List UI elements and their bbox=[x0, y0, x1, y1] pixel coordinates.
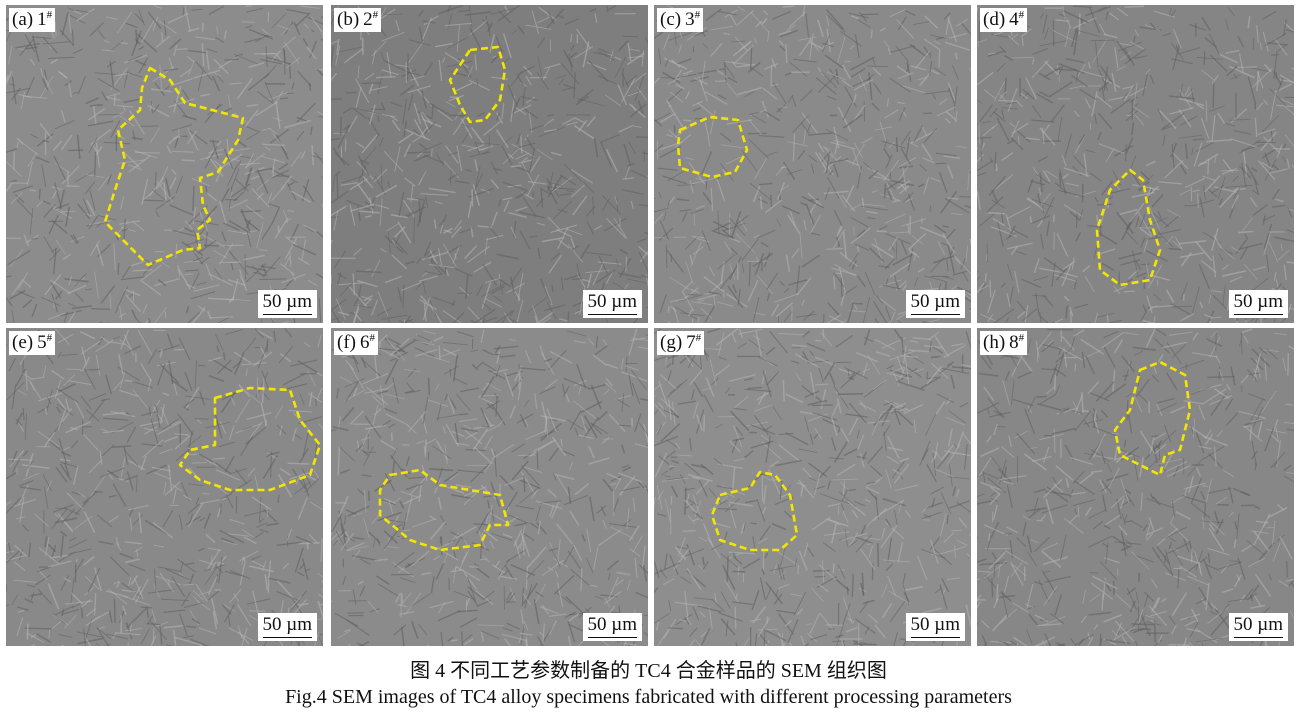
scale-bar: 50 µm bbox=[1228, 290, 1288, 318]
sample-number: 3 bbox=[685, 9, 695, 30]
scale-bar-line bbox=[910, 637, 960, 638]
sem-image-panel: (b) 2# 50 µm bbox=[331, 5, 648, 323]
scale-bar-line bbox=[1233, 314, 1283, 315]
grain-outline bbox=[178, 386, 322, 492]
grain-outline bbox=[103, 66, 245, 267]
microstructure-texture bbox=[977, 328, 1294, 646]
panel-label: (f) 6# bbox=[334, 331, 378, 355]
sample-mark: # bbox=[1018, 332, 1025, 344]
sample-mark: # bbox=[1018, 9, 1025, 21]
scale-bar-line bbox=[262, 637, 312, 638]
scale-bar-label: 50 µm bbox=[1233, 291, 1283, 312]
scale-bar-line bbox=[910, 314, 960, 315]
scale-bar: 50 µm bbox=[905, 613, 965, 641]
sample-mark: # bbox=[369, 332, 375, 344]
scale-bar: 50 µm bbox=[582, 290, 642, 318]
grain-outline bbox=[448, 45, 507, 124]
panel-letter: (d) bbox=[983, 9, 1006, 30]
sem-image-panel: (d) 4# 50 µm bbox=[977, 5, 1294, 323]
microstructure-texture bbox=[654, 328, 971, 646]
sample-mark: # bbox=[695, 332, 702, 344]
sem-image-panel: (e) 5# 50 µm bbox=[6, 328, 323, 646]
scale-bar-label: 50 µm bbox=[587, 291, 637, 312]
panel-letter: (a) bbox=[12, 9, 34, 30]
sample-mark: # bbox=[694, 9, 701, 21]
scale-bar: 50 µm bbox=[1228, 613, 1288, 641]
sample-number: 1 bbox=[37, 9, 47, 30]
sem-image-panel: (g) 7# 50 µm bbox=[654, 328, 971, 646]
microstructure-texture bbox=[654, 5, 971, 323]
sample-number: 5 bbox=[37, 332, 47, 353]
sample-mark: # bbox=[372, 9, 379, 21]
scale-bar: 50 µm bbox=[905, 290, 965, 318]
sample-number: 4 bbox=[1009, 9, 1019, 30]
scale-bar-line bbox=[587, 637, 637, 638]
panel-label: (e) 5# bbox=[9, 331, 56, 355]
panel-letter: (b) bbox=[337, 9, 360, 30]
scale-bar-label: 50 µm bbox=[587, 614, 637, 635]
sample-number: 8 bbox=[1009, 332, 1019, 353]
grain-outline bbox=[1095, 168, 1162, 287]
caption-chinese: 图 4 不同工艺参数制备的 TC4 合金样品的 SEM 组织图 bbox=[410, 660, 887, 682]
microstructure-texture bbox=[977, 5, 1294, 323]
caption-english: Fig.4 SEM images of TC4 alloy specimens … bbox=[285, 686, 1012, 708]
panel-letter: (e) bbox=[12, 332, 34, 353]
panel-letter: (g) bbox=[660, 332, 683, 353]
sample-number: 6 bbox=[359, 332, 370, 353]
grain-outline bbox=[378, 468, 510, 552]
panel-letter: (c) bbox=[660, 9, 682, 30]
grain-outline bbox=[676, 115, 749, 179]
panel-label: (g) 7# bbox=[657, 331, 705, 355]
sample-mark: # bbox=[46, 332, 53, 344]
panel-label: (b) 2# bbox=[334, 8, 382, 32]
scale-bar-label: 50 µm bbox=[910, 614, 960, 635]
scale-bar: 50 µm bbox=[582, 613, 642, 641]
grain-outline bbox=[710, 470, 799, 552]
sample-mark: # bbox=[46, 9, 53, 21]
scale-bar: 50 µm bbox=[257, 290, 317, 318]
microstructure-texture bbox=[331, 5, 648, 323]
panel-label: (d) 4# bbox=[980, 8, 1028, 32]
scale-bar-label: 50 µm bbox=[262, 614, 312, 635]
panel-label: (a) 1# bbox=[9, 8, 56, 32]
sem-image-panel: (f) 6# 50 µm bbox=[331, 328, 648, 646]
scale-bar-line bbox=[262, 314, 312, 315]
sem-image-panel: (a) 1# 50 µm bbox=[6, 5, 323, 323]
microstructure-texture bbox=[331, 328, 648, 646]
scale-bar-line bbox=[1233, 637, 1283, 638]
panel-label: (c) 3# bbox=[657, 8, 704, 32]
panel-letter: (f) bbox=[337, 332, 356, 353]
scale-bar-label: 50 µm bbox=[262, 291, 312, 312]
scale-bar-label: 50 µm bbox=[910, 291, 960, 312]
microstructure-texture bbox=[6, 5, 323, 323]
scale-bar: 50 µm bbox=[257, 613, 317, 641]
panel-label: (h) 8# bbox=[980, 331, 1028, 355]
scale-bar-line bbox=[587, 314, 637, 315]
microstructure-texture bbox=[6, 328, 323, 646]
sample-number: 2 bbox=[363, 9, 373, 30]
sem-image-panel: (h) 8# 50 µm bbox=[977, 328, 1294, 646]
grain-outline bbox=[1113, 360, 1192, 477]
scale-bar-label: 50 µm bbox=[1233, 614, 1283, 635]
sem-image-panel: (c) 3# 50 µm bbox=[654, 5, 971, 323]
sample-number: 7 bbox=[686, 332, 696, 353]
panel-letter: (h) bbox=[983, 332, 1006, 353]
